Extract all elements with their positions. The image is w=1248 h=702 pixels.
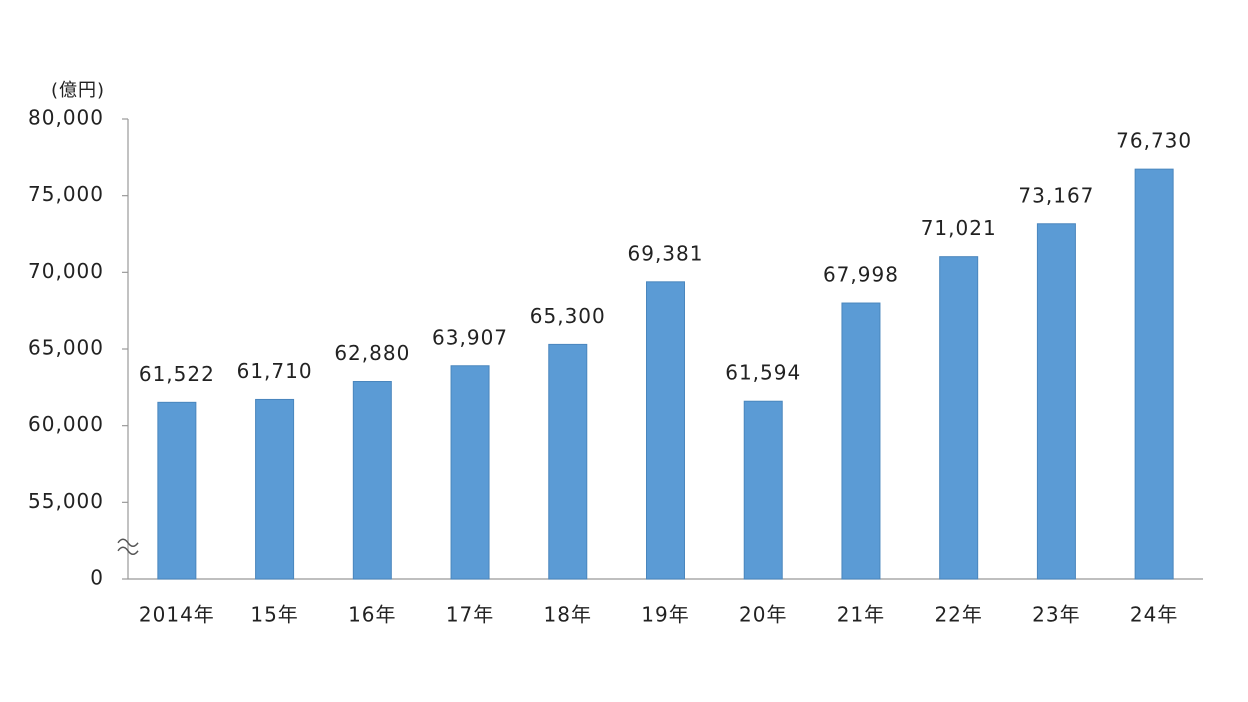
bar — [743, 400, 783, 580]
data-label: 61,710 — [237, 359, 313, 383]
axis-break — [117, 538, 139, 556]
y-tick-label: 0 — [90, 566, 104, 590]
data-label: 67,998 — [823, 263, 899, 287]
data-label: 62,880 — [334, 341, 410, 365]
data-label: 63,907 — [432, 325, 508, 349]
bar — [450, 365, 490, 580]
y-tick-label: 75,000 — [28, 182, 104, 206]
y-unit-label: (億円) — [51, 80, 105, 101]
y-tick-label: 80,000 — [28, 106, 104, 130]
x-tick-label: 22年 — [934, 603, 982, 627]
bar — [548, 343, 588, 580]
y-tick-label: 70,000 — [28, 259, 104, 283]
bar — [939, 256, 979, 580]
data-label: 65,300 — [530, 304, 606, 328]
data-label: 73,167 — [1018, 183, 1094, 207]
bar — [157, 401, 197, 580]
data-label: 71,021 — [921, 216, 997, 240]
data-label: 61,594 — [725, 361, 801, 385]
x-tick-label: 18年 — [544, 603, 592, 627]
bar — [1134, 168, 1174, 580]
y-tick-label: 65,000 — [28, 336, 104, 360]
x-tick-label: 20年 — [739, 603, 787, 627]
y-tick-label: 55,000 — [28, 489, 104, 513]
bar — [841, 302, 881, 580]
bar — [646, 281, 685, 580]
y-tick-label: 60,000 — [28, 412, 104, 436]
x-tick-label: 15年 — [250, 603, 298, 627]
x-tick-label: 19年 — [641, 603, 689, 627]
x-tick-label: 24年 — [1130, 603, 1178, 627]
x-tick-label: 23年 — [1032, 603, 1080, 627]
x-tick-label: 17年 — [446, 603, 494, 627]
x-tick-label: 2014年 — [139, 603, 215, 627]
bar — [1036, 223, 1076, 580]
data-label: 69,381 — [628, 241, 704, 265]
bar — [352, 381, 392, 580]
bar — [255, 398, 295, 580]
data-label: 61,522 — [139, 362, 215, 386]
x-tick-label: 16年 — [348, 603, 396, 627]
x-tick-label: 21年 — [837, 603, 885, 627]
data-label: 76,730 — [1116, 129, 1192, 153]
